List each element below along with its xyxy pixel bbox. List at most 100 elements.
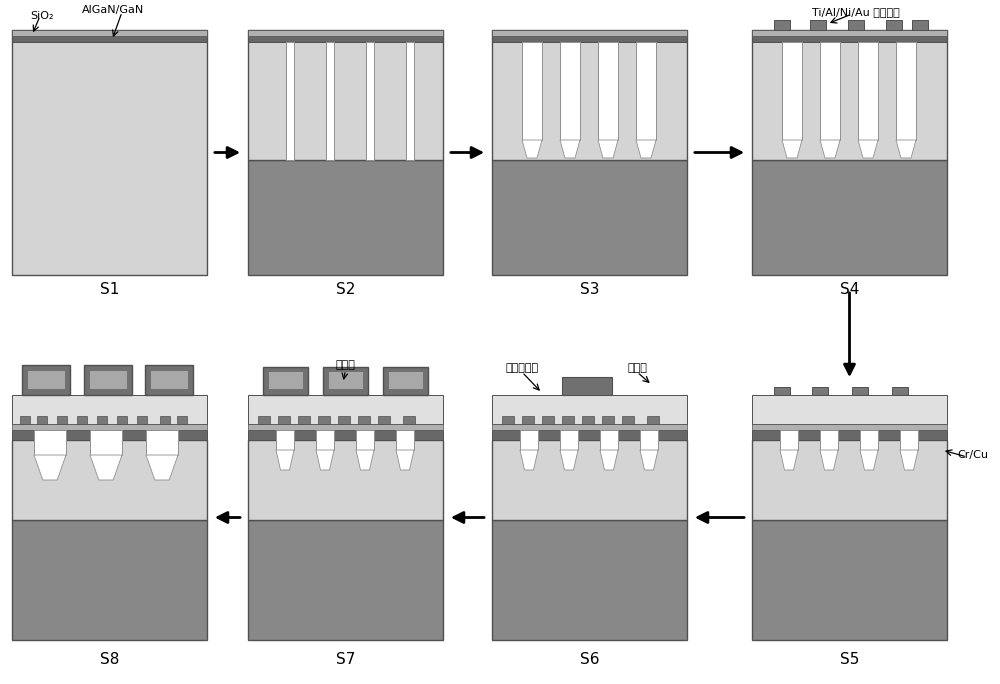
Bar xyxy=(812,387,828,395)
Bar xyxy=(600,430,618,450)
Bar xyxy=(248,30,443,42)
Polygon shape xyxy=(820,450,838,470)
Bar xyxy=(248,424,443,430)
Bar xyxy=(752,430,947,440)
Bar xyxy=(396,430,414,450)
Bar xyxy=(860,430,878,450)
Bar xyxy=(782,42,802,140)
Text: S2: S2 xyxy=(336,282,355,298)
Bar xyxy=(145,365,193,395)
Bar xyxy=(752,424,947,430)
Bar xyxy=(57,416,67,424)
Polygon shape xyxy=(636,140,656,158)
Bar xyxy=(562,377,612,395)
Bar xyxy=(492,430,687,440)
Bar xyxy=(892,387,908,395)
Bar xyxy=(752,395,947,424)
Bar xyxy=(752,30,947,160)
Polygon shape xyxy=(560,450,578,470)
Bar xyxy=(636,42,656,140)
Text: SiO₂: SiO₂ xyxy=(30,11,54,21)
Bar xyxy=(20,416,30,424)
Polygon shape xyxy=(146,455,178,480)
Bar xyxy=(263,367,308,395)
Bar xyxy=(248,30,443,36)
Polygon shape xyxy=(896,140,916,158)
Text: 底电极电路: 底电极电路 xyxy=(505,363,539,373)
Bar xyxy=(248,440,443,520)
Bar xyxy=(522,42,542,140)
Text: S5: S5 xyxy=(840,653,859,668)
Bar xyxy=(492,520,687,640)
Bar xyxy=(248,520,443,640)
Bar xyxy=(886,20,902,30)
Bar xyxy=(492,30,687,160)
Polygon shape xyxy=(276,450,294,470)
Bar xyxy=(366,42,374,160)
Bar xyxy=(77,416,87,424)
Bar xyxy=(820,430,838,450)
Bar xyxy=(858,42,878,140)
Bar xyxy=(598,42,618,140)
Bar xyxy=(848,20,864,30)
Bar xyxy=(12,30,207,36)
Bar xyxy=(542,416,554,424)
Bar xyxy=(268,371,303,389)
Bar xyxy=(752,520,947,640)
Bar xyxy=(492,424,687,430)
Bar xyxy=(752,30,947,36)
Text: 光刻胶: 光刻胶 xyxy=(627,363,647,373)
Bar xyxy=(248,395,443,424)
Bar xyxy=(248,430,443,440)
Bar xyxy=(137,416,147,424)
Bar xyxy=(150,370,188,389)
Bar xyxy=(328,371,363,389)
Polygon shape xyxy=(640,450,658,470)
Bar xyxy=(492,30,687,36)
Bar xyxy=(12,30,207,275)
Bar xyxy=(912,20,928,30)
Bar xyxy=(34,430,66,455)
Bar xyxy=(378,416,390,424)
Bar xyxy=(22,365,70,395)
Bar xyxy=(12,520,207,640)
Bar xyxy=(356,430,374,450)
Bar xyxy=(752,30,947,42)
Bar xyxy=(286,42,294,160)
Polygon shape xyxy=(900,450,918,470)
Bar xyxy=(780,430,798,450)
Bar xyxy=(900,430,918,450)
Bar xyxy=(640,430,658,450)
Polygon shape xyxy=(858,140,878,158)
Text: S1: S1 xyxy=(100,282,119,298)
Bar xyxy=(12,430,207,440)
Bar xyxy=(820,42,840,140)
Bar xyxy=(27,370,65,389)
Bar xyxy=(774,20,790,30)
Polygon shape xyxy=(600,450,618,470)
Bar xyxy=(84,365,132,395)
Polygon shape xyxy=(820,140,840,158)
Polygon shape xyxy=(860,450,878,470)
Polygon shape xyxy=(316,450,334,470)
Bar xyxy=(258,416,270,424)
Text: Ti/Al/Ni/Au 翻转基板: Ti/Al/Ni/Au 翻转基板 xyxy=(812,7,900,17)
Text: 忆阻器: 忆阻器 xyxy=(336,360,355,370)
Bar xyxy=(276,430,294,450)
Text: Cr/Cu: Cr/Cu xyxy=(957,450,988,460)
Bar xyxy=(117,416,127,424)
Text: S7: S7 xyxy=(336,653,355,668)
Polygon shape xyxy=(522,140,542,158)
Bar xyxy=(160,416,170,424)
Bar xyxy=(560,430,578,450)
Bar xyxy=(492,440,687,520)
Bar xyxy=(383,367,428,395)
Bar xyxy=(852,387,868,395)
Polygon shape xyxy=(396,450,414,470)
Bar xyxy=(774,387,790,395)
Bar xyxy=(358,416,370,424)
Bar xyxy=(752,440,947,520)
Bar xyxy=(752,160,947,275)
Bar xyxy=(12,424,207,430)
Polygon shape xyxy=(782,140,802,158)
